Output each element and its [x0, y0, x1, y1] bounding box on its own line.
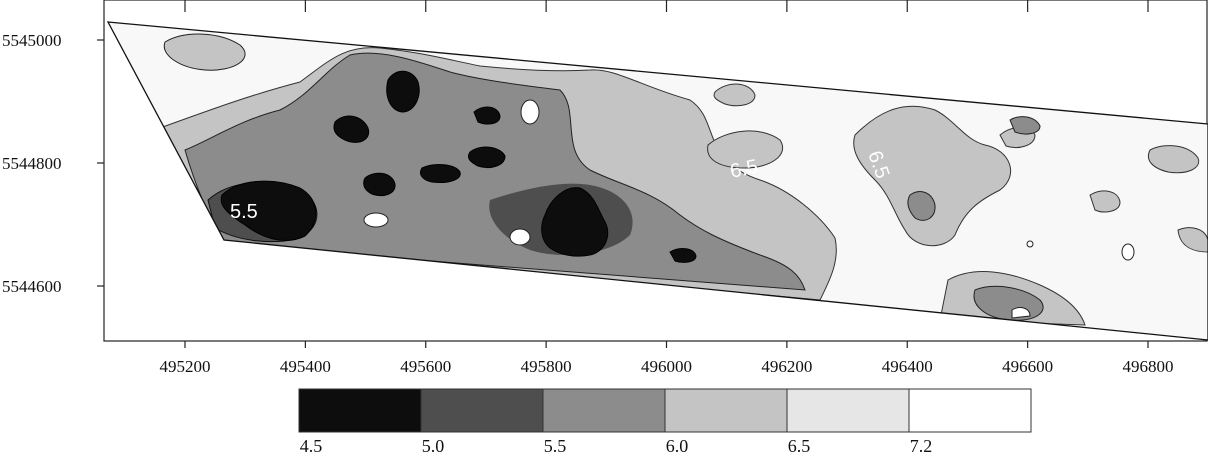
y-tick-label: 5544800 — [2, 154, 62, 173]
x-tick-label: 495800 — [521, 357, 572, 376]
y-axis: 5545000 5544800 5544600 — [2, 31, 104, 296]
x-tick-label: 496400 — [882, 357, 933, 376]
legend-label: 7.2 — [910, 436, 933, 456]
x-tick-label: 496600 — [1002, 357, 1053, 376]
y-tick-label: 5545000 — [2, 31, 62, 50]
field-boundary — [106, 21, 1208, 341]
legend-swatch — [664, 388, 788, 433]
zone-5-5 — [184, 52, 806, 291]
legend-label: 5.0 — [422, 436, 445, 456]
x-tick-label: 495200 — [160, 357, 211, 376]
x-axis: 495200 495400 495600 495800 496000 496200 4964… — [160, 0, 1174, 376]
legend-label: 6.0 — [666, 436, 689, 456]
legend: 4.5 5.0 5.5 6.0 6.5 7.2 — [298, 388, 1032, 456]
x-tick-label: 495600 — [400, 357, 451, 376]
legend-swatch — [420, 388, 544, 433]
x-tick-label: 495400 — [280, 357, 331, 376]
y-tick-label: 5544600 — [2, 277, 62, 296]
legend-label: 4.5 — [300, 436, 323, 456]
legend-label: 5.5 — [544, 436, 567, 456]
legend-swatch — [298, 388, 422, 433]
zone-4-5 — [220, 70, 697, 263]
x-tick-label: 496000 — [641, 357, 692, 376]
x-tick-label: 496200 — [761, 357, 812, 376]
legend-swatch — [786, 388, 910, 433]
legend-label: 6.5 — [788, 436, 811, 456]
x-tick-label: 496800 — [1123, 357, 1174, 376]
contour-label-west: 5.5 — [230, 201, 258, 223]
legend-swatch — [542, 388, 666, 433]
legend-swatch — [908, 388, 1032, 433]
